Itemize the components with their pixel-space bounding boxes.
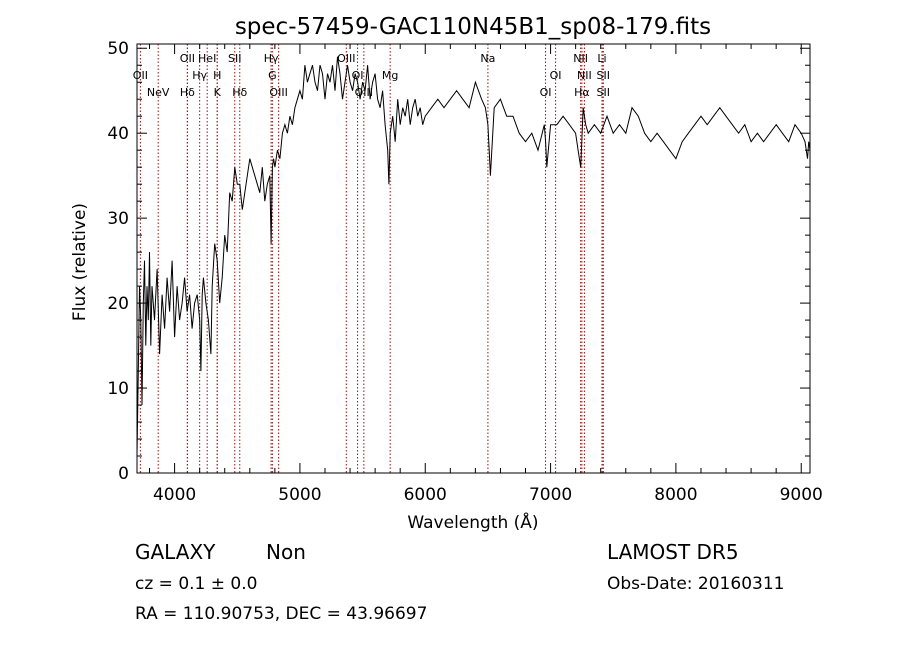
y-tick-label: 50 [107, 39, 129, 59]
spectrum-line [136, 56, 811, 457]
y-axis: 0 10 20 30 40 50 [107, 39, 810, 484]
x-tick-label: 7000 [529, 485, 572, 505]
line-label-12: OIII [269, 86, 287, 99]
plot-frame [136, 43, 811, 474]
line-label-19: OI [550, 69, 562, 82]
y-tick-label: 30 [107, 209, 129, 229]
y-axis-label: Flux (relative) [70, 203, 90, 321]
line-label-0: OII [133, 69, 148, 82]
line-label-7: K [214, 86, 222, 99]
line-label-5: HeI [198, 52, 216, 65]
line-label-23: Li [597, 52, 606, 65]
x-tick-label: 6000 [404, 485, 447, 505]
y-tick-label: 10 [107, 379, 129, 399]
object-subclass: Non [266, 540, 306, 564]
line-label-10: Hγ [264, 52, 279, 65]
survey-name: LAMOST DR5 [607, 540, 739, 564]
x-tick-label: 9000 [780, 485, 823, 505]
line-label-20: NII [573, 52, 588, 65]
object-class: GALAXY [135, 540, 216, 564]
x-tick-label: 8000 [654, 485, 697, 505]
line-label-8: SII [228, 52, 241, 65]
line-label-21: NII [577, 69, 592, 82]
line-label-3: Hδ [180, 86, 195, 99]
y-tick-label: 20 [107, 294, 129, 314]
line-label-11: G [268, 69, 277, 82]
emission-line-labels: OIINeVOIIHδHγHeIHKSIIHδHγGOIIIOIIIOIOIII… [133, 52, 610, 99]
x-tick-label: 4000 [153, 485, 196, 505]
coordinates: RA = 110.90753, DEC = 43.96697 [135, 604, 428, 624]
line-label-13: OIII [337, 52, 355, 65]
line-label-6: H [213, 69, 221, 82]
line-label-25: SII [596, 86, 609, 99]
line-label-18: OI [540, 86, 552, 99]
x-axis: 4000 5000 6000 7000 8000 9000 [149, 44, 823, 505]
line-label-1: NeV [147, 86, 170, 99]
line-label-4: Hγ [192, 69, 207, 82]
x-axis-label: Wavelength (Å) [407, 511, 538, 533]
emission-line-markers [139, 44, 604, 473]
redshift-value: cz = 0.1 ± 0.0 [135, 574, 258, 594]
line-label-9: Hδ [232, 86, 247, 99]
line-label-16: Mg [382, 69, 398, 82]
x-tick-label: 5000 [278, 485, 321, 505]
line-label-17: Na [480, 52, 495, 65]
y-tick-label: 0 [118, 464, 129, 484]
line-label-14: OI [352, 69, 364, 82]
line-label-24: SII [596, 69, 609, 82]
obs-date: Obs-Date: 20160311 [607, 574, 785, 594]
line-label-22: Hα [574, 86, 590, 99]
y-tick-label: 40 [107, 124, 129, 144]
line-label-2: OII [180, 52, 195, 65]
chart-title: spec-57459-GAC110N45B1_sp08-179.fits [235, 14, 711, 40]
